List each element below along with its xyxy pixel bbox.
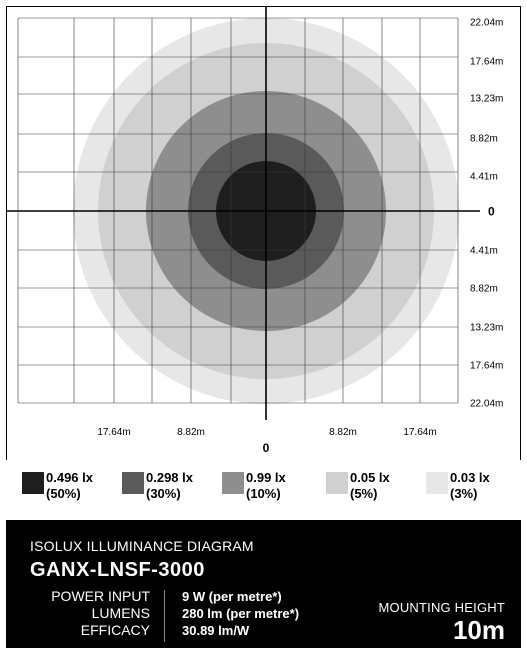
legend-swatch [426, 472, 448, 494]
legend-item: 0.99 lx (10%) [222, 470, 286, 506]
legend-text: 0.05 lx (5%) [350, 470, 390, 502]
legend-swatch [222, 472, 244, 494]
info-panel: ISOLUX ILLUMINANCE DIAGRAM GANX-LNSF-300… [6, 520, 521, 648]
lumens-value: 280 lm (per metre*) [182, 606, 300, 621]
legend-value: 0.99 lx [246, 470, 286, 485]
power-input-label: POWER INPUT [51, 588, 150, 604]
efficacy-label: EFFICACY [80, 622, 150, 638]
legend-text: 0.99 lx (10%) [246, 470, 286, 502]
legend-value: 0.496 lx [46, 470, 93, 485]
legend-item: 0.298 lx (30%) [122, 470, 193, 506]
isolux-diagram: 22.04m 17.64m 13.23m 8.82m 4.41m 0 4.41m 8.82m 1… [6, 6, 521, 460]
spec-divider [164, 590, 165, 642]
legend-text: 0.496 lx (50%) [46, 470, 93, 502]
efficacy-value: 30.89 lm/W [182, 623, 250, 638]
mounting-height-label: MOUNTING HEIGHT [378, 600, 505, 615]
y-tick-label: 4.41m [470, 246, 498, 257]
y-tick-label: 4.41m [470, 172, 498, 183]
legend-swatch [326, 472, 348, 494]
y-tick-label: 22.04m [470, 18, 503, 29]
legend-percent: (50%) [46, 486, 81, 501]
spec-labels: POWER INPUT LUMENS EFFICACY [30, 588, 150, 639]
legend-text: 0.298 lx (30%) [146, 470, 193, 502]
legend-percent: (30%) [146, 486, 181, 501]
legend-value: 0.03 lx [450, 470, 490, 485]
legend-text: 0.03 lx (3%) [450, 470, 490, 502]
legend-percent: (5%) [350, 486, 378, 501]
x-tick-label: 17.64m [97, 427, 130, 438]
mounting-height-value: 10m [452, 615, 505, 645]
y-tick-label: 17.64m [470, 361, 503, 372]
y-tick-label: 8.82m [470, 134, 498, 145]
legend: 0.496 lx (50%) 0.298 lx (30%) 0.99 lx (10%) 0.… [14, 462, 514, 512]
legend-item: 0.496 lx (50%) [22, 470, 93, 506]
legend-percent: (3%) [450, 486, 478, 501]
product-model: GANX-LNSF-3000 [30, 559, 205, 581]
legend-item: 0.03 lx (3%) [426, 470, 490, 506]
x-tick-label: 17.64m [403, 427, 436, 438]
spec-values: 9 W (per metre*) 280 lm (per metre*) 30.… [182, 588, 299, 639]
legend-swatch [22, 472, 44, 494]
legend-value: 0.298 lx [146, 470, 193, 485]
y-tick-label: 13.23m [470, 323, 503, 334]
x-tick-label: 8.82m [329, 427, 357, 438]
diagram-subtitle: ISOLUX ILLUMINANCE DIAGRAM [30, 538, 254, 554]
y-tick-label: 22.04m [470, 399, 503, 410]
y-tick-label: 17.64m [470, 57, 503, 68]
y-tick-label: 8.82m [470, 284, 498, 295]
legend-item: 0.05 lx (5%) [326, 470, 390, 506]
legend-percent: (10%) [246, 486, 281, 501]
y-tick-label: 13.23m [470, 94, 503, 105]
x-zero-label: 0 [263, 441, 270, 455]
y-zero-label: 0 [488, 205, 495, 219]
legend-value: 0.05 lx [350, 470, 390, 485]
x-tick-label: 8.82m [177, 427, 205, 438]
lumens-label: LUMENS [91, 605, 150, 621]
power-input-value: 9 W (per metre*) [182, 589, 282, 604]
legend-swatch [122, 472, 144, 494]
